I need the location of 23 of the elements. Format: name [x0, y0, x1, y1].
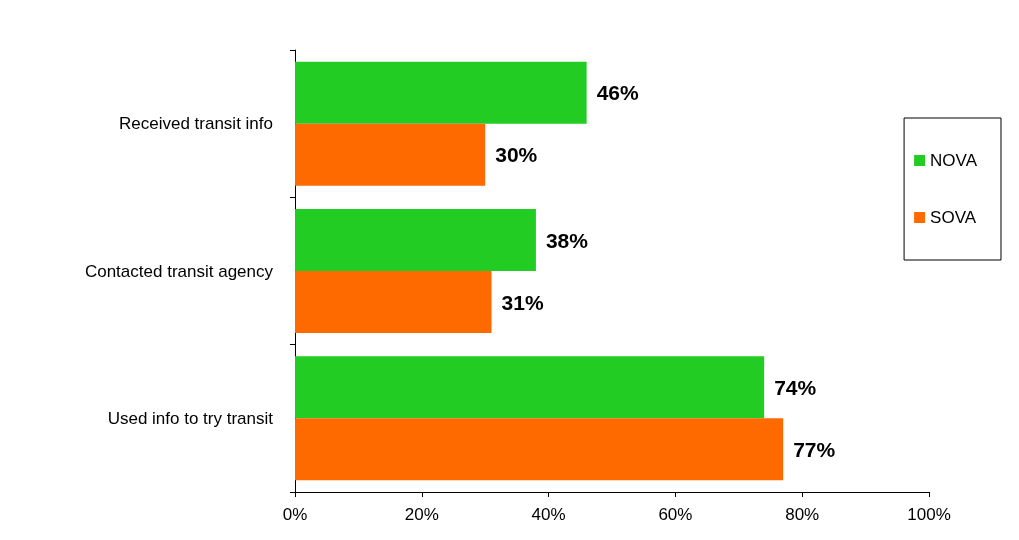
bar — [295, 61, 587, 124]
y-tick-label: Used info to try transit — [107, 408, 274, 428]
bar — [295, 209, 536, 271]
data-label: 46% — [596, 81, 639, 105]
y-tick-label: Contacted transit agency — [84, 261, 274, 281]
x-tick-label: 40% — [531, 505, 566, 524]
bar — [295, 418, 784, 481]
data-label: 38% — [545, 228, 589, 252]
y-tick-label: Received transit info — [118, 114, 273, 134]
x-tick-label: 100% — [907, 505, 951, 524]
x-tick-label: 80% — [785, 505, 820, 524]
bar — [295, 271, 492, 333]
data-label: 31% — [501, 290, 544, 314]
x-tick-label: 60% — [658, 505, 693, 524]
data-label: 74% — [774, 375, 817, 399]
data-label: 77% — [793, 437, 836, 461]
x-tick-label: 0% — [282, 505, 308, 524]
legend-label: SOVA — [930, 208, 977, 227]
bar — [295, 123, 486, 186]
bar — [295, 356, 765, 419]
data-label: 30% — [495, 143, 538, 167]
x-tick-label: 20% — [404, 505, 439, 524]
legend-label: NOVA — [930, 151, 978, 170]
